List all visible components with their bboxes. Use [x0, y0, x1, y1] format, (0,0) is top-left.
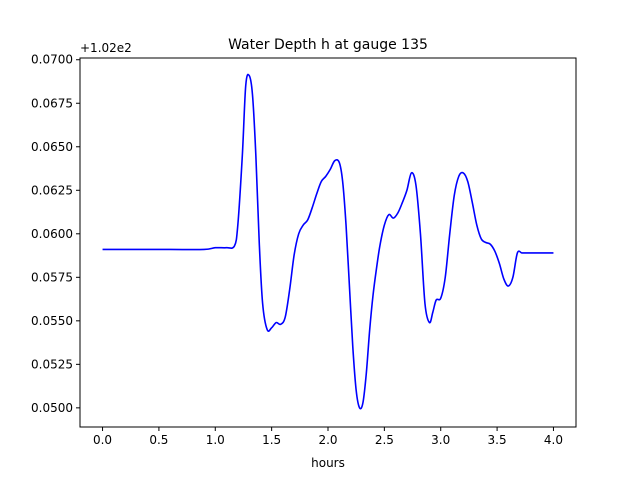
x-axis-label: hours [311, 456, 345, 470]
chart-title: Water Depth h at gauge 135 [228, 37, 428, 53]
y-tick-label: 0.0600 [31, 227, 73, 241]
y-tick-label: 0.0675 [31, 96, 73, 110]
y-tick-label: 0.0525 [31, 357, 73, 371]
x-axis: 0.0 0.5 1.0 1.5 2.0 2.5 3.0 3.5 4.0 [93, 427, 563, 447]
y-offset-label: +1.02e2 [80, 41, 132, 55]
y-tick-label: 0.0575 [31, 270, 73, 284]
y-tick-label: 0.0700 [31, 53, 73, 67]
y-tick-label: 0.0650 [31, 140, 73, 154]
x-tick-label: 1.0 [206, 433, 225, 447]
x-tick-label: 3.0 [431, 433, 450, 447]
y-tick-label: 0.0625 [31, 183, 73, 197]
y-tick-label: 0.0550 [31, 314, 73, 328]
x-tick-label: 3.5 [488, 433, 507, 447]
x-tick-label: 2.0 [318, 433, 337, 447]
x-tick-label: 4.0 [544, 433, 563, 447]
axes-frame [79, 57, 577, 428]
series-line [102, 73, 554, 410]
x-tick-label: 2.5 [375, 433, 394, 447]
y-tick-label: 0.0500 [31, 401, 73, 415]
x-tick-label: 1.5 [262, 433, 281, 447]
x-tick-label: 0.5 [149, 433, 168, 447]
y-axis: 0.0500 0.0525 0.0550 0.0575 0.0600 0.0625 0.06… [31, 53, 80, 415]
x-tick-label: 0.0 [93, 433, 112, 447]
plot-area [102, 73, 554, 410]
